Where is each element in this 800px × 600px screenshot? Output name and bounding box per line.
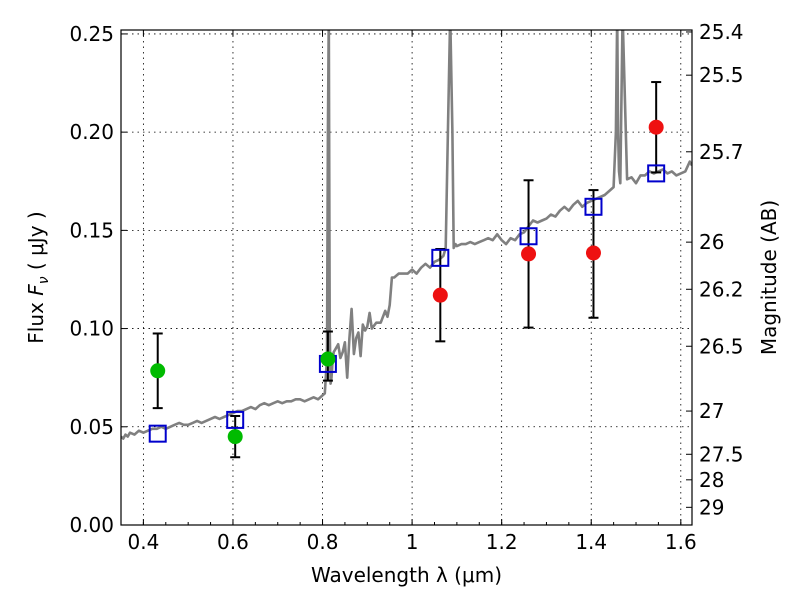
x-tick-label: 1.6 [665,530,697,554]
mag-tick-label: 25.5 [699,63,744,87]
mag-tick-label: 25.4 [699,20,744,44]
mag-tick-label: 29 [699,495,724,519]
observed-point [521,246,537,262]
observed-point [648,119,664,135]
model-point [519,227,538,246]
y-tick-label: 0.15 [69,218,114,242]
model-point [647,164,666,183]
axes: 0.4 0.6 0.8 1 1.2 1.4 1.6 0.00 0.05 0.10 0.15 0.20 0… [69,20,743,554]
y-tick-label: 0.10 [69,317,114,341]
x-tick-label: 1.4 [575,530,607,554]
observed-point [227,429,243,445]
mag-tick-label: 28 [699,468,724,492]
y-tick-label: 0.20 [69,120,114,144]
model-point [226,410,245,429]
x-tick-label: 0.8 [307,530,339,554]
mag-tick-label: 25.7 [699,140,744,164]
observed-point [585,245,601,261]
plot-area [121,30,692,459]
model-point [584,197,603,216]
observed-point [320,351,336,367]
observed-point [150,363,166,379]
grid-lines [121,30,692,526]
y-tick-label: 0.05 [69,415,114,439]
y-axis-title-right: Magnitude (AB) [757,200,781,355]
mag-tick-label: 27.5 [699,442,744,466]
y-tick-label: 0.25 [69,22,114,46]
mag-tick-label: 26.2 [699,277,744,301]
y-axis-title-left: Flux Fν ( μJy ) [24,211,52,343]
x-tick-label: 0.4 [127,530,159,554]
x-tick-label: 1 [406,530,419,554]
spectrum-line [121,30,692,440]
model-point [148,424,167,443]
y-tick-label: 0.00 [69,513,114,537]
x-axis-title: Wavelength λ (μm) [311,563,502,587]
observed-point [432,287,448,303]
model-point [431,248,450,267]
x-tick-label: 1.2 [486,530,518,554]
mag-tick-label: 26.5 [699,334,744,358]
mag-tick-label: 26 [699,230,724,254]
x-tick-label: 0.6 [217,530,249,554]
mag-tick-label: 27 [699,399,724,423]
plot-frame [120,29,693,526]
